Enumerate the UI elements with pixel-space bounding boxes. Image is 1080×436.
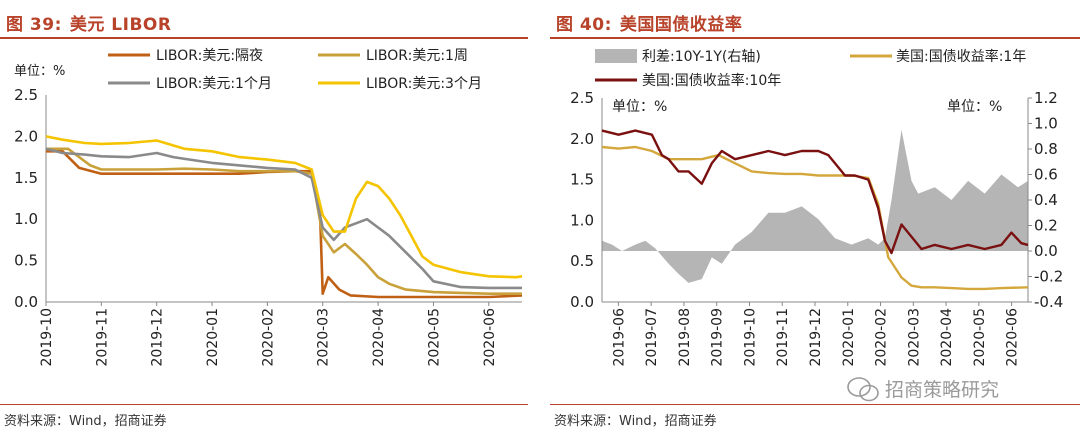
y-tick-label: 1.5	[14, 169, 38, 187]
treasury-chart: 0.0 0.5 1.0 1.5 2.0 2.5 -0.4 -0.2 0.0 0.2 0.4 0.6 0.…	[570, 48, 1063, 367]
legend-swatch	[595, 49, 637, 63]
series-line	[46, 147, 522, 295]
x-tick-label: 2020-06	[1005, 308, 1021, 367]
figure-number: 图 39:	[6, 15, 62, 35]
y-tick-label: 1.0	[570, 211, 594, 229]
y-tick-label: 0.0	[570, 293, 594, 311]
x-tick-label: 2019-07	[644, 308, 660, 367]
x-tick-label: 2020-02	[874, 308, 890, 367]
series-line	[45, 147, 522, 290]
chart-panel-treasury: 图 40: 美国国债收益率 0.0 0.5 1.0 1.5 2.0 2.5 -0.4 -0.2 0…	[550, 0, 1080, 436]
right-unit-label: 单位：%	[947, 99, 1002, 115]
x-tick-label: 2019-10	[742, 308, 758, 367]
chart-title: 图 40: 美国国债收益率	[556, 10, 742, 35]
legend-label: LIBOR:美元:1个月	[156, 76, 272, 92]
y-unit-label: 单位：%	[14, 64, 65, 79]
y2-tick-label: -0.4	[1034, 293, 1063, 311]
x-tick-label: 2019-06	[611, 308, 627, 367]
y-tick-label: 2.0	[14, 127, 38, 145]
watermark: 招商策略研究	[847, 377, 999, 402]
y2-tick-label: 0.0	[1034, 242, 1058, 260]
legend-label: 利差:10Y-1Y(右轴)	[642, 49, 761, 65]
x-tick-label: 2019-11	[94, 308, 110, 367]
legend-label: LIBOR:美元:隔夜	[156, 48, 263, 64]
x-tick-label: 2020-06	[482, 308, 498, 367]
source-note: 资料来源：Wind，招商证券	[554, 414, 717, 429]
x-tick-label: 2019-11	[775, 308, 791, 367]
y2-tick-label: 0.6	[1034, 166, 1058, 184]
y2-tick-label: 1.0	[1034, 115, 1058, 133]
chart-panel-libor: 图 39: 美元 LIBOR 单位：% 0.0 0.5 1.0 1.5 2.0 2.5 2019…	[0, 0, 530, 436]
series-line	[601, 129, 1029, 255]
source-note: 资料来源：Wind，招商证券	[4, 414, 167, 429]
y2-tick-label: 0.4	[1034, 191, 1058, 209]
x-tick-label: 2019-10	[39, 308, 55, 367]
source-rule	[0, 404, 528, 405]
wechat-icon	[847, 377, 879, 402]
y-tick-label: 2.5	[14, 86, 38, 104]
y-tick-label: 1.5	[570, 171, 594, 189]
x-tick-label: 2019-09	[710, 308, 726, 367]
y2-tick-label: -0.2	[1034, 268, 1063, 286]
y-tick-label: 2.0	[570, 130, 594, 148]
x-tick-label: 2020-01	[205, 308, 221, 367]
title-rule	[0, 37, 528, 39]
figure-title: 美国国债收益率	[619, 15, 743, 35]
series-area	[602, 129, 1028, 283]
y-tick-label: 0.5	[570, 252, 594, 270]
left-unit-label: 单位：%	[612, 99, 667, 115]
figure-title: 美元 LIBOR	[69, 15, 172, 35]
x-tick-label: 2019-12	[808, 308, 824, 367]
source-rule	[550, 404, 1080, 405]
title-rule	[550, 37, 1080, 39]
y-tick-label: 0.0	[14, 293, 38, 311]
series-line	[45, 135, 523, 279]
y2-tick-label: 0.2	[1034, 217, 1058, 235]
y2-tick-label: 0.8	[1034, 140, 1058, 158]
legend-label: 美国:国债收益率:1年	[896, 48, 1026, 65]
y-tick-label: 1.0	[14, 210, 38, 228]
legend-label: 美国:国债收益率:10年	[642, 72, 781, 89]
watermark-text: 招商策略研究	[885, 379, 999, 401]
x-tick-label: 2019-12	[150, 308, 166, 367]
x-tick-label: 2020-01	[841, 308, 857, 367]
x-tick-label: 2020-04	[939, 308, 955, 367]
y-tick-label: 2.5	[570, 89, 594, 107]
figure-number: 图 40:	[556, 15, 612, 35]
x-tick-label: 2019-08	[677, 308, 693, 367]
y-tick-label: 0.5	[14, 252, 38, 270]
x-tick-label: 2020-05	[426, 308, 442, 367]
series-line	[46, 150, 523, 299]
legend-label: LIBOR:美元:1周	[366, 48, 468, 64]
y2-tick-label: 1.2	[1034, 89, 1058, 107]
x-tick-label: 2020-04	[371, 308, 387, 367]
chart-title: 图 39: 美元 LIBOR	[6, 10, 171, 35]
x-tick-label: 2020-02	[260, 308, 276, 367]
x-tick-label: 2020-03	[316, 308, 332, 367]
legend-label: LIBOR:美元:3个月	[366, 76, 482, 92]
libor-chart: 单位：% 0.0 0.5 1.0 1.5 2.0 2.5 2019-10 2019-11 2019…	[14, 48, 523, 367]
x-tick-label: 2020-03	[906, 308, 922, 367]
x-tick-label: 2020-05	[972, 308, 988, 367]
series-line	[601, 145, 1029, 291]
